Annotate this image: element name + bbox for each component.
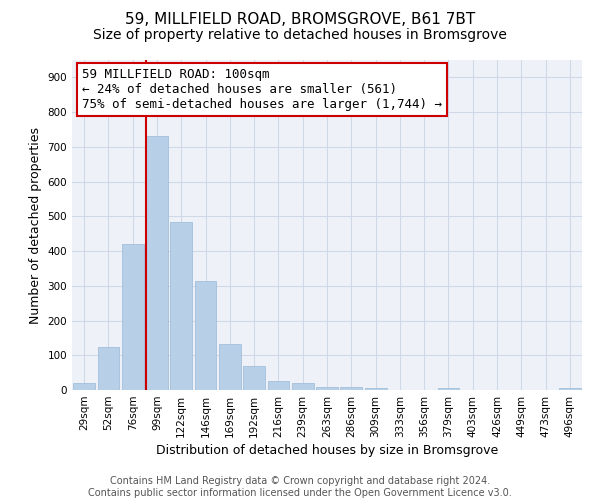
- Bar: [170, 222, 192, 390]
- Bar: [292, 383, 314, 390]
- Bar: [365, 388, 386, 390]
- Text: Size of property relative to detached houses in Bromsgrove: Size of property relative to detached ho…: [93, 28, 507, 42]
- Bar: [340, 387, 362, 390]
- Text: Contains HM Land Registry data © Crown copyright and database right 2024.
Contai: Contains HM Land Registry data © Crown c…: [88, 476, 512, 498]
- Bar: [146, 136, 168, 390]
- Y-axis label: Number of detached properties: Number of detached properties: [29, 126, 42, 324]
- Bar: [268, 382, 289, 390]
- Text: 59 MILLFIELD ROAD: 100sqm
← 24% of detached houses are smaller (561)
75% of semi: 59 MILLFIELD ROAD: 100sqm ← 24% of detac…: [82, 68, 442, 112]
- Bar: [559, 388, 581, 390]
- Text: 59, MILLFIELD ROAD, BROMSGROVE, B61 7BT: 59, MILLFIELD ROAD, BROMSGROVE, B61 7BT: [125, 12, 475, 28]
- Bar: [122, 244, 143, 390]
- Bar: [219, 344, 241, 390]
- Bar: [194, 280, 217, 390]
- Bar: [97, 346, 119, 390]
- Bar: [73, 383, 95, 390]
- Bar: [437, 388, 460, 390]
- X-axis label: Distribution of detached houses by size in Bromsgrove: Distribution of detached houses by size …: [156, 444, 498, 457]
- Bar: [316, 386, 338, 390]
- Bar: [243, 366, 265, 390]
